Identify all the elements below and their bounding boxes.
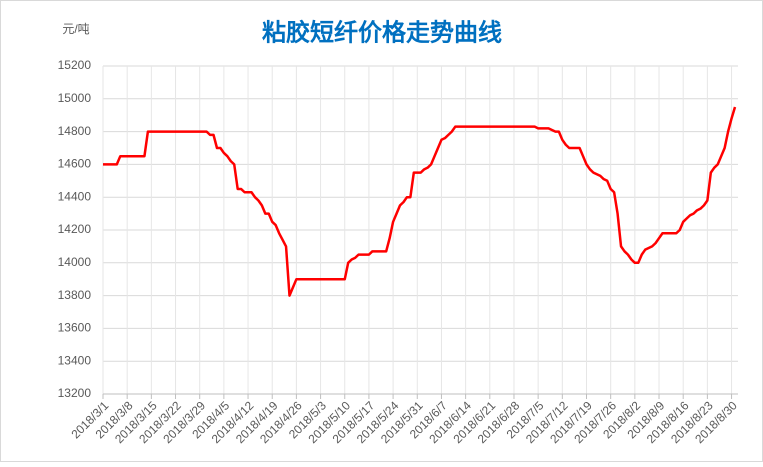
y-tick-label: 13600 bbox=[58, 321, 92, 335]
y-tick-label: 15000 bbox=[58, 91, 92, 105]
y-tick-label: 14800 bbox=[58, 124, 92, 138]
y-tick-label: 15200 bbox=[58, 58, 92, 72]
y-tick-label: 14200 bbox=[58, 222, 92, 236]
y-tick-label: 13800 bbox=[58, 288, 92, 302]
y-tick-label: 14400 bbox=[58, 189, 92, 203]
y-tick-label: 14000 bbox=[58, 255, 92, 269]
line-series bbox=[103, 106, 737, 297]
y-tick-label: 14600 bbox=[58, 157, 92, 171]
y-tick-label: 13400 bbox=[58, 353, 92, 367]
y-axis-label: 元/吨 bbox=[62, 22, 89, 36]
y-tick-label: 13200 bbox=[58, 386, 92, 400]
chart-title: 粘胶短纤价格走势曲线 bbox=[262, 18, 502, 46]
